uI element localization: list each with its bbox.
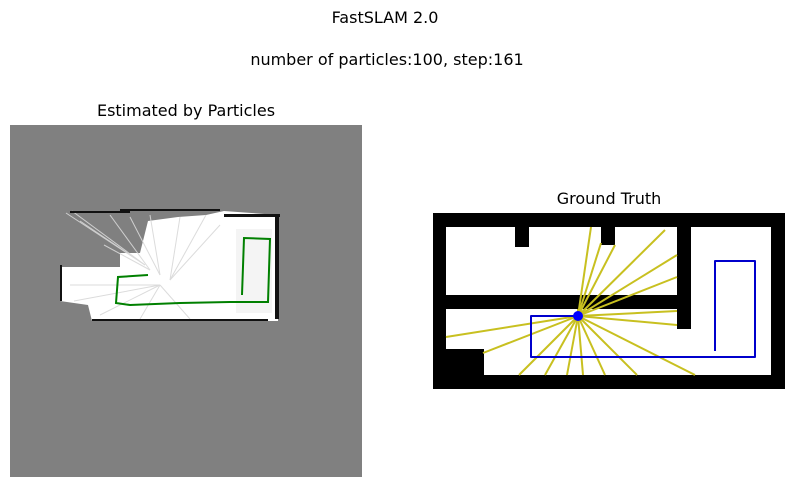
estimated-inner-room	[236, 229, 272, 313]
estimated-path	[114, 236, 272, 307]
ground-truth-path	[530, 260, 756, 358]
estimated-obstacles	[60, 209, 280, 321]
figure-title: FastSLAM 2.0	[331, 8, 439, 27]
particle-rays	[65, 210, 221, 320]
ground-truth-panel-title: Ground Truth	[556, 189, 662, 208]
ground-truth-walls	[446, 227, 691, 375]
robot-position-marker	[573, 311, 583, 321]
figure-subtitle: number of particles:100, step:161	[250, 50, 524, 69]
ground-truth-map	[433, 213, 785, 389]
estimated-panel-title: Estimated by Particles	[96, 101, 276, 120]
estimated-map	[10, 125, 362, 477]
